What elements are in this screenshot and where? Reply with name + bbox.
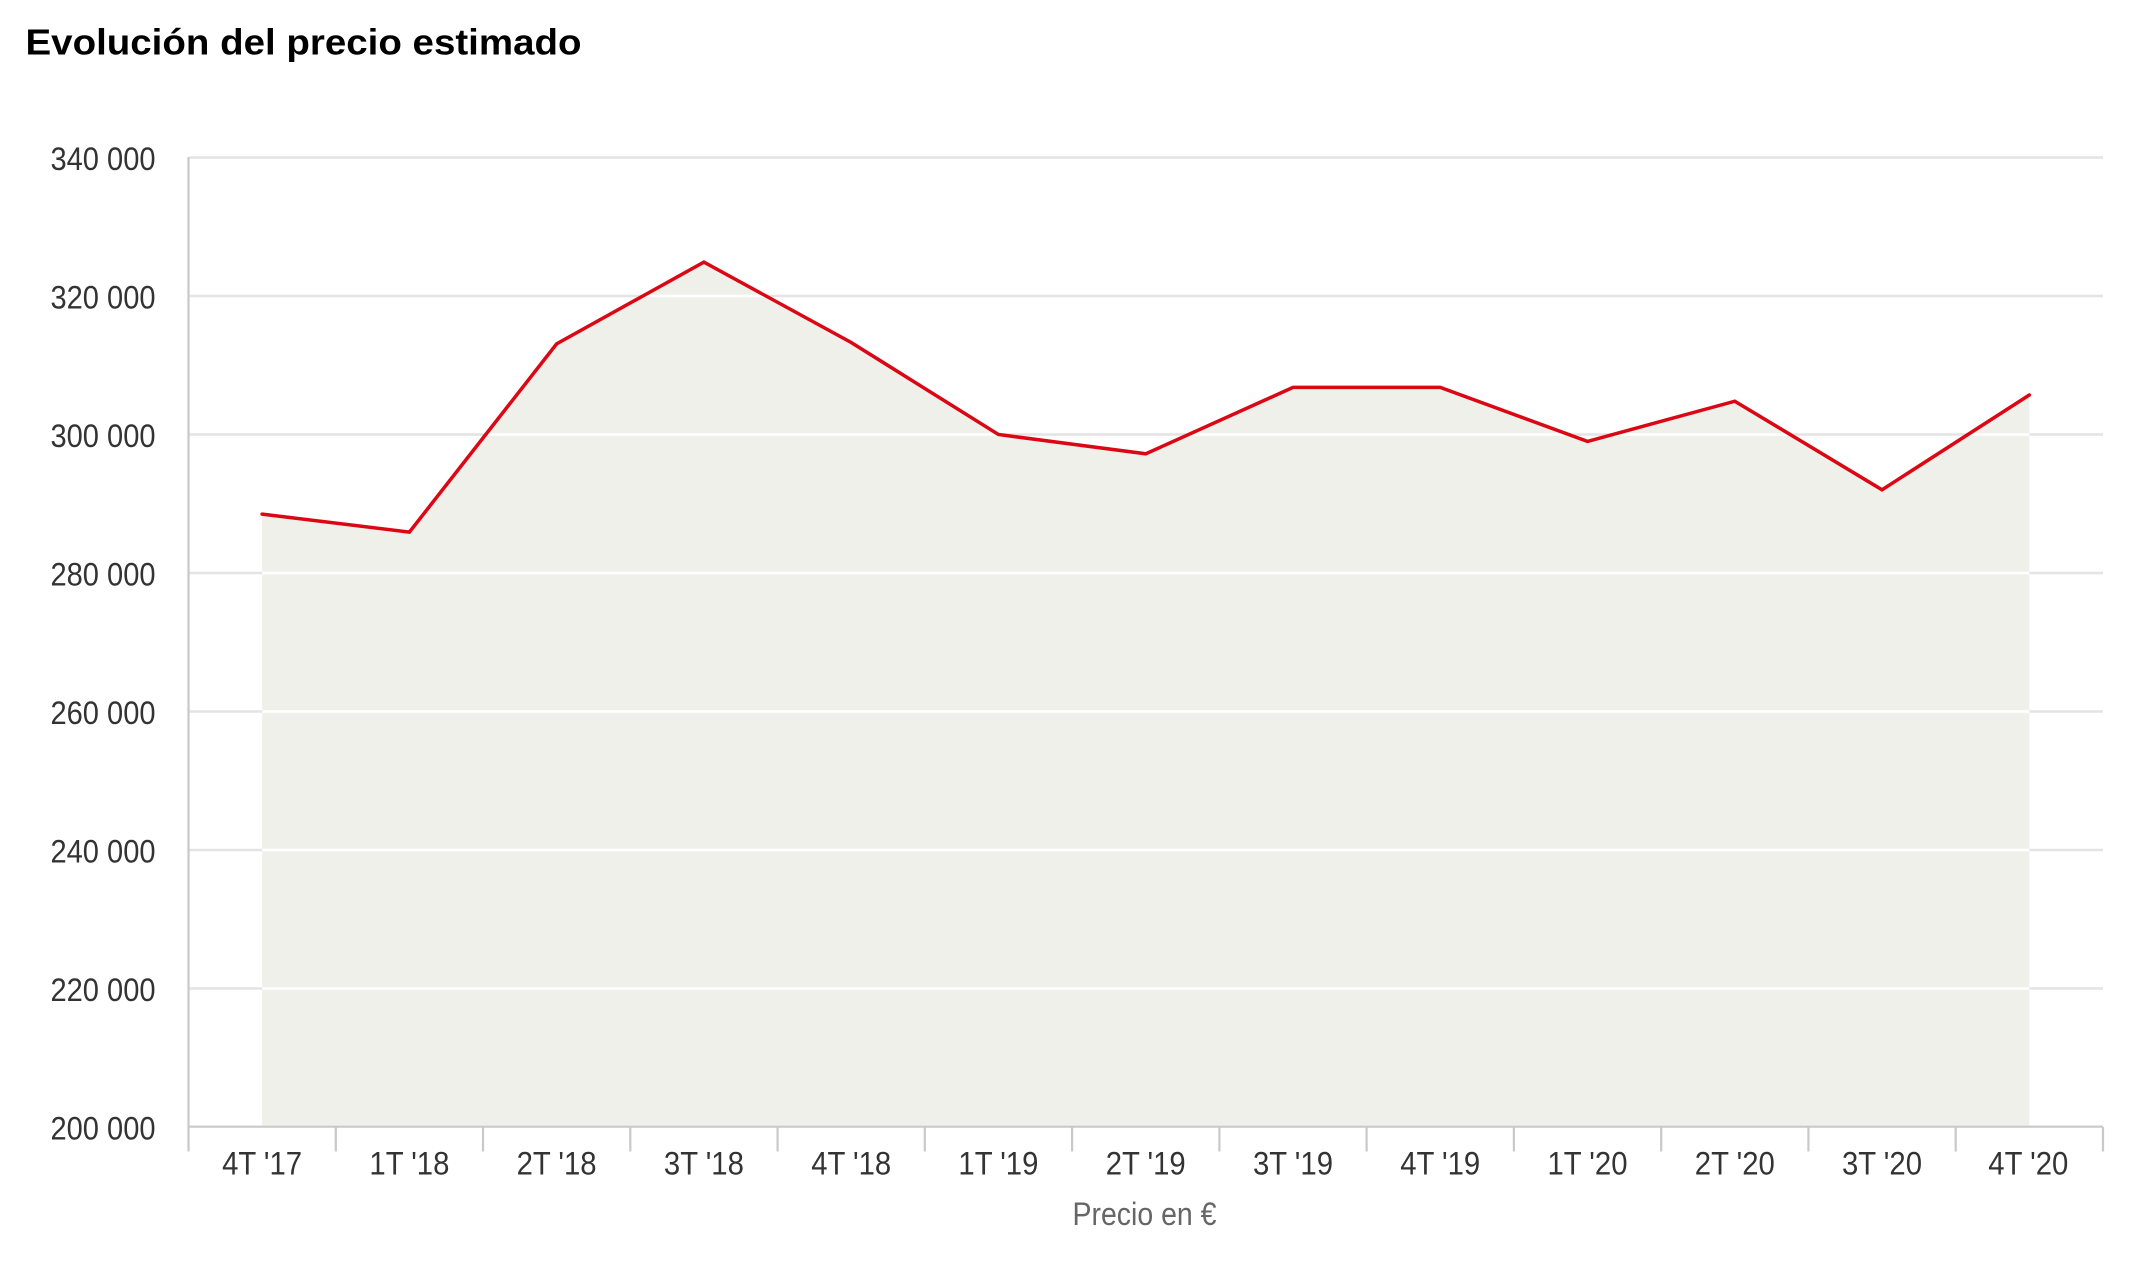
svg-text:340 000: 340 000 — [51, 141, 156, 177]
svg-text:2T '19: 2T '19 — [1106, 1146, 1186, 1182]
svg-text:280 000: 280 000 — [51, 557, 156, 593]
svg-text:3T '18: 3T '18 — [664, 1146, 744, 1182]
svg-text:220 000: 220 000 — [51, 972, 156, 1008]
svg-text:1T '19: 1T '19 — [958, 1146, 1038, 1182]
svg-text:300 000: 300 000 — [51, 418, 156, 454]
svg-text:1T '18: 1T '18 — [369, 1146, 449, 1182]
svg-text:2T '18: 2T '18 — [517, 1146, 597, 1182]
svg-text:320 000: 320 000 — [51, 280, 156, 316]
svg-text:3T '19: 3T '19 — [1253, 1146, 1333, 1182]
svg-text:4T '18: 4T '18 — [811, 1146, 891, 1182]
svg-text:Precio en €: Precio en € — [1073, 1196, 1217, 1232]
svg-text:4T '19: 4T '19 — [1400, 1146, 1480, 1182]
svg-text:240 000: 240 000 — [51, 834, 156, 870]
svg-text:4T '20: 4T '20 — [1988, 1146, 2068, 1182]
svg-text:3T '20: 3T '20 — [1842, 1146, 1922, 1182]
svg-text:2T '20: 2T '20 — [1695, 1146, 1775, 1182]
svg-text:1T '20: 1T '20 — [1548, 1146, 1628, 1182]
svg-text:260 000: 260 000 — [51, 695, 156, 731]
svg-text:Evolución del precio estimado: Evolución del precio estimado — [26, 22, 582, 63]
svg-text:200 000: 200 000 — [51, 1111, 156, 1147]
svg-text:4T '17: 4T '17 — [222, 1146, 302, 1182]
